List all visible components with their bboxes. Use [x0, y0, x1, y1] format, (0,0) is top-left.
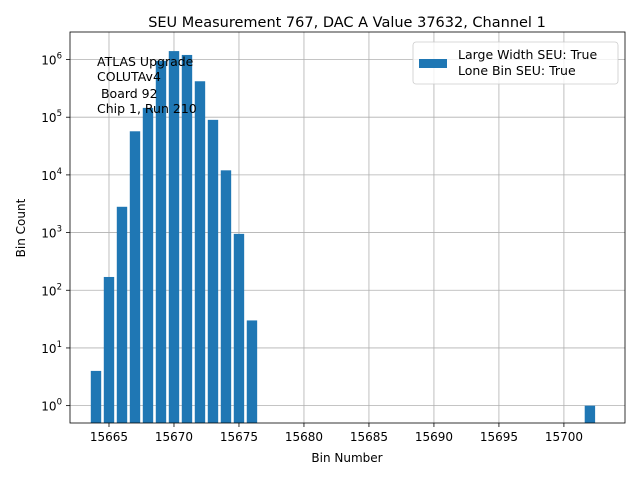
- bar: [246, 320, 258, 423]
- bar: [142, 107, 154, 423]
- bar: [194, 81, 206, 424]
- bar: [155, 60, 167, 424]
- y-axis-label: Bin Count: [14, 198, 28, 257]
- annotation-line: COLUTAv4: [97, 69, 161, 84]
- x-tick-label: 15690: [415, 430, 453, 444]
- legend: Large Width SEU: True Lone Bin SEU: True: [412, 41, 619, 85]
- y-tick-label: 104: [41, 167, 62, 183]
- y-tick-label: 105: [41, 109, 62, 125]
- info-annotation: ATLAS Upgrade COLUTAv4 Board 92 Chip 1, …: [97, 54, 197, 116]
- plot-frame: [69, 31, 626, 424]
- y-tick-label: 103: [41, 225, 62, 241]
- annotation-line: ATLAS Upgrade: [97, 54, 194, 69]
- bar: [90, 370, 102, 423]
- x-axis-label: Bin Number: [311, 451, 382, 465]
- y-tick-label: 106: [41, 52, 62, 68]
- annotation-line: Board 92: [97, 86, 158, 101]
- legend-box: [412, 41, 619, 85]
- x-tick-label: 15675: [220, 430, 258, 444]
- x-axis-ticks: 15665 15670 15675 15680 15685 15690 15695 15700: [90, 423, 583, 444]
- x-tick-label: 15680: [285, 430, 323, 444]
- bar: [103, 276, 115, 423]
- legend-line: Lone Bin SEU: True: [458, 63, 576, 78]
- y-tick-label: 102: [41, 282, 62, 298]
- annotation-line: Chip 1, Run 210: [97, 101, 197, 116]
- bar: [116, 206, 128, 423]
- x-tick-label: 15685: [350, 430, 388, 444]
- bar: [233, 233, 245, 423]
- x-tick-label: 15665: [90, 430, 128, 444]
- bars: [90, 51, 596, 424]
- bar: [220, 170, 232, 423]
- x-tick-label: 15695: [480, 430, 518, 444]
- bar: [168, 51, 180, 424]
- y-tick-label: 101: [41, 340, 62, 356]
- bar: [207, 119, 219, 424]
- legend-swatch: [419, 59, 447, 68]
- y-axis-ticks: 100 101 102 103 104 105 106: [41, 52, 70, 414]
- bar: [129, 131, 141, 423]
- bar: [584, 405, 596, 423]
- x-tick-label: 15670: [155, 430, 193, 444]
- legend-line: Large Width SEU: True: [458, 47, 597, 62]
- x-tick-label: 15700: [545, 430, 583, 444]
- chart-title: SEU Measurement 767, DAC A Value 37632, …: [148, 15, 546, 31]
- y-tick-label: 100: [41, 398, 62, 414]
- bar: [181, 54, 193, 423]
